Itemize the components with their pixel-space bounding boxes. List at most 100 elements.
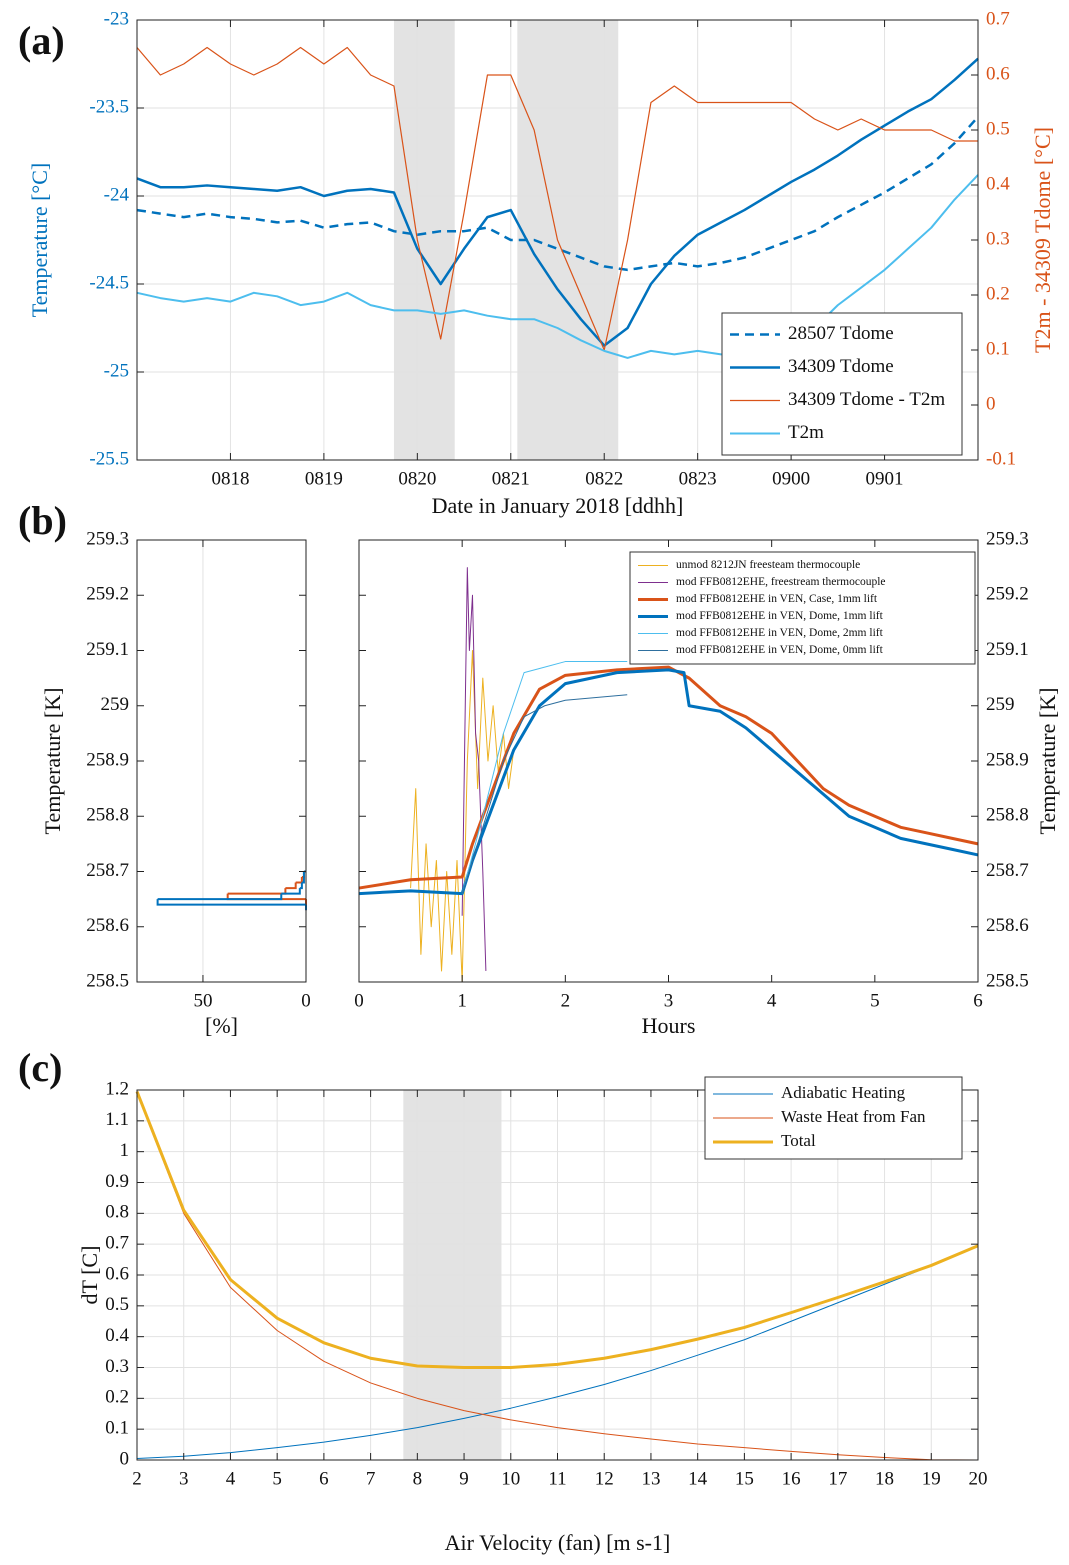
y-tick-label: 0.7: [105, 1233, 129, 1254]
x-axis-label: Hours: [642, 1013, 696, 1038]
y-tick-label: -23.5: [89, 96, 129, 117]
y-tick-label: 0.3: [105, 1356, 129, 1377]
series-line: [136, 57, 979, 347]
y2-axis-label: T2m - 34309 Tdome [°C]: [1030, 127, 1055, 353]
y2-tick-label: 0.7: [986, 8, 1010, 29]
series-line: [358, 668, 979, 896]
y-tick-label: 259.1: [86, 639, 129, 660]
legend-label: Adiabatic Heating: [781, 1083, 906, 1102]
x-tick-label: 12: [595, 1468, 614, 1489]
y-tick-label: 1.1: [105, 1109, 129, 1130]
y-tick-label: 259: [986, 694, 1015, 715]
y-axis-label: Temperature [K]: [40, 688, 65, 835]
x-tick-label: 0818: [211, 468, 249, 489]
panel-label: (a): [18, 18, 65, 63]
series-line: [461, 694, 628, 894]
shaded-region: [393, 20, 455, 460]
x-tick-label: 0822: [585, 468, 623, 489]
x-tick-label: 7: [366, 1468, 376, 1489]
y-tick-label: -24: [104, 184, 130, 205]
x-tick-label: 0819: [305, 468, 343, 489]
y-tick-label: -25.5: [89, 448, 129, 469]
legend-label: mod FFB0812EHE, freestream thermocouple: [676, 576, 886, 588]
x-tick-label: 50: [193, 990, 212, 1011]
panel-label: (c): [18, 1045, 62, 1090]
y2-tick-label: 0: [986, 393, 996, 414]
y-axis-label: Temperature [°C]: [27, 163, 52, 317]
x-tick-label: 0: [301, 990, 311, 1011]
legend-label: T2m: [788, 422, 824, 443]
y-tick-label: 0.8: [105, 1202, 129, 1223]
x-tick-label: 9: [459, 1468, 469, 1489]
y-tick-label: 0.6: [105, 1263, 129, 1284]
legend-label: 34309 Tdome - T2m: [788, 389, 945, 410]
series-line: [136, 115, 979, 272]
legend-label: 34309 Tdome: [788, 356, 894, 377]
panel-label: (b): [18, 498, 67, 543]
series-line: [136, 1245, 979, 1459]
y2-tick-label: 0.2: [986, 283, 1010, 304]
hist-step: [156, 899, 306, 906]
y-tick-label: 1.2: [105, 1078, 129, 1099]
shaded-region: [517, 20, 619, 460]
x-tick-label: 15: [735, 1468, 754, 1489]
axes-box: [136, 539, 307, 983]
y-tick-label: 0.9: [105, 1171, 129, 1192]
y-tick-label: 0.2: [105, 1387, 129, 1408]
x-tick-label: 13: [641, 1468, 660, 1489]
x-tick-label: 1: [457, 990, 467, 1011]
y-tick-label: 258.5: [986, 970, 1029, 991]
y-tick-label: 259.3: [986, 528, 1029, 549]
y-tick-label: 1: [120, 1140, 130, 1161]
y-tick-label: 258.7: [986, 860, 1029, 881]
series-line: [461, 661, 628, 894]
x-tick-label: 6: [319, 1468, 329, 1489]
y-tick-label: 258.6: [86, 915, 129, 936]
x-tick-label: 3: [664, 990, 674, 1011]
x-tick-label: 6: [973, 990, 983, 1011]
hist-step: [227, 888, 287, 895]
x-tick-label: 5: [272, 1468, 282, 1489]
y-tick-label: 258.8: [86, 805, 129, 826]
y-tick-label: 258.5: [86, 970, 129, 991]
y-tick-label: -24.5: [89, 272, 129, 293]
y-tick-label: 258.8: [986, 805, 1029, 826]
y2-tick-label: -0.1: [986, 448, 1016, 469]
y-axis-label: dT [C]: [77, 1246, 102, 1305]
x-tick-label: 17: [828, 1468, 847, 1489]
x-tick-label: 11: [548, 1468, 566, 1489]
x-tick-label: 5: [870, 990, 880, 1011]
legend-label: mod FFB0812EHE in VEN, Case, 1mm lift: [676, 593, 878, 605]
y-tick-label: 259.2: [986, 584, 1029, 605]
x-tick-label: 3: [179, 1468, 189, 1489]
y-tick-label: 258.9: [986, 749, 1029, 770]
x-tick-label: 0: [354, 990, 364, 1011]
x-tick-label: 0820: [398, 468, 436, 489]
legend-label: mod FFB0812EHE in VEN, Dome, 1mm lift: [676, 610, 884, 622]
y2-tick-label: 0.1: [986, 338, 1010, 359]
y2-tick-label: 0.5: [986, 118, 1010, 139]
hist-step: [157, 893, 283, 901]
y-tick-label: -25: [104, 360, 129, 381]
y-tick-label: 259.1: [986, 639, 1029, 660]
y-tick-label: 0.1: [105, 1418, 129, 1439]
x-tick-label: 4: [226, 1468, 236, 1489]
x-axis-label: Date in January 2018 [ddhh]: [432, 493, 684, 518]
x-tick-label: 2: [561, 990, 571, 1011]
y2-tick-label: 0.4: [986, 173, 1010, 194]
hist-step: [299, 882, 303, 890]
y-tick-label: 258.6: [986, 915, 1029, 936]
x-tick-label: 0823: [679, 468, 717, 489]
y-tick-label: 259.3: [86, 528, 129, 549]
series-line: [136, 46, 978, 351]
legend-label: Total: [781, 1131, 816, 1150]
x-tick-label: 14: [688, 1468, 708, 1489]
legend-label: 28507 Tdome: [788, 323, 894, 344]
y-tick-label: 0: [120, 1448, 130, 1469]
legend-box: [629, 551, 976, 665]
x-tick-label: 2: [132, 1468, 142, 1489]
hist-step: [285, 882, 297, 890]
x-axis-label: Air Velocity (fan) [m s-1]: [445, 1530, 671, 1555]
